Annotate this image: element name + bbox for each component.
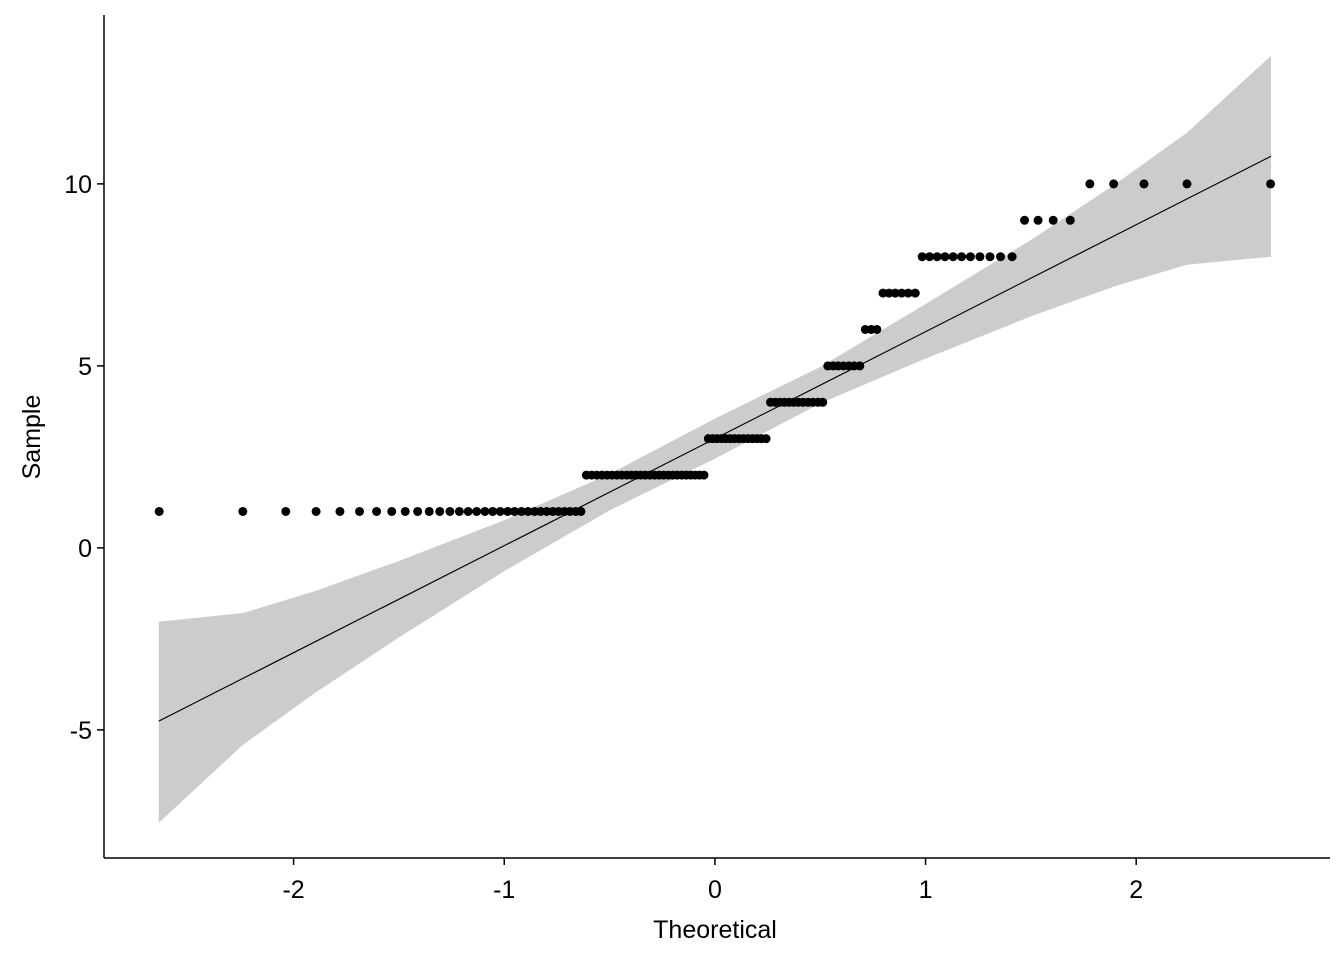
point (917, 252, 927, 262)
point (495, 506, 505, 516)
point (855, 361, 865, 371)
point (311, 506, 321, 516)
point (424, 506, 434, 516)
plot-area (154, 55, 1276, 823)
point (1266, 179, 1276, 189)
point (910, 288, 920, 298)
point (1085, 179, 1095, 189)
x-tick-label: 0 (708, 876, 722, 904)
x-tick-label: -2 (282, 876, 304, 904)
y-tick-label: 0 (78, 535, 92, 563)
point (1007, 252, 1017, 262)
x-axis-label: Theoretical (653, 916, 777, 944)
point (510, 506, 520, 516)
point (154, 506, 164, 516)
point (925, 252, 935, 262)
point (975, 252, 985, 262)
point (576, 506, 586, 516)
point (996, 252, 1006, 262)
point (400, 506, 410, 516)
point (965, 252, 975, 262)
point (985, 252, 995, 262)
point (1048, 215, 1058, 225)
y-tick-label: -5 (70, 717, 92, 745)
point (872, 324, 882, 334)
point (948, 252, 958, 262)
point (1020, 215, 1030, 225)
y-axis-label: Sample (18, 395, 46, 480)
point (413, 506, 423, 516)
x-tick-label: 1 (919, 876, 933, 904)
point (335, 506, 345, 516)
point (761, 434, 771, 444)
point (503, 506, 513, 516)
point (488, 506, 498, 516)
point (435, 506, 445, 516)
point (818, 397, 828, 407)
point (463, 506, 473, 516)
point (957, 252, 967, 262)
y-tick-label: 5 (78, 353, 92, 381)
point (372, 506, 382, 516)
x-tick-label: 2 (1129, 876, 1143, 904)
point (1139, 179, 1149, 189)
point (387, 506, 397, 516)
point (1182, 179, 1192, 189)
point (480, 506, 490, 516)
point (445, 506, 455, 516)
point (517, 506, 527, 516)
x-tick-label: -1 (493, 876, 515, 904)
y-tick-label: 10 (64, 171, 92, 199)
point (890, 288, 900, 298)
point (699, 470, 709, 480)
point (1109, 179, 1119, 189)
point (238, 506, 248, 516)
point (355, 506, 365, 516)
point (1033, 215, 1043, 225)
point (454, 506, 464, 516)
point (940, 252, 950, 262)
point (897, 288, 907, 298)
point (1065, 215, 1075, 225)
point (903, 288, 913, 298)
point (472, 506, 482, 516)
point (523, 506, 533, 516)
point (932, 252, 942, 262)
point (281, 506, 291, 516)
